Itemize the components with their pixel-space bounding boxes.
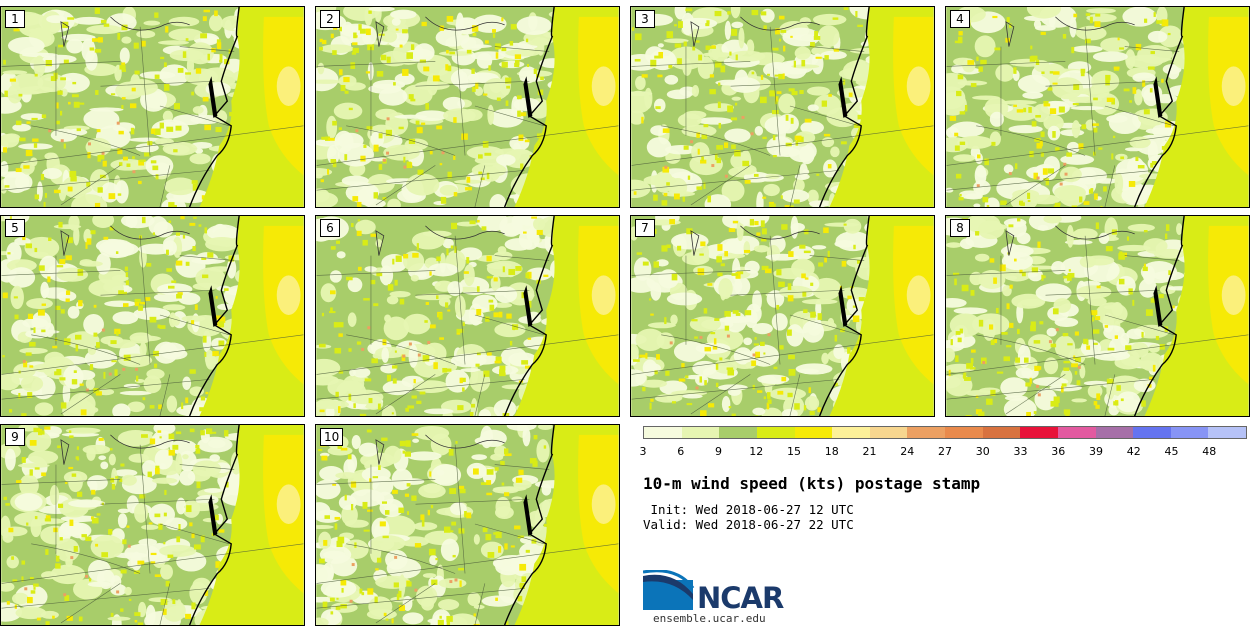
- member-map-9: 9: [0, 424, 305, 626]
- member-map-5: 5: [0, 215, 305, 417]
- wind-speed-map: [631, 7, 934, 207]
- colorbar-cell: [869, 427, 908, 438]
- member-label: 5: [5, 219, 25, 237]
- wind-speed-map: [1, 425, 304, 625]
- colorbar-tick-label: 24: [900, 445, 915, 458]
- colorbar-ticks: 3 6 9 12 15 18 21 24 27 30 33 36 39 42 45 48: [639, 445, 1247, 459]
- member-map-6: 6: [315, 215, 620, 417]
- colorbar-tick-label: 48: [1202, 445, 1217, 458]
- member-map-10: 10: [315, 424, 620, 626]
- colorbar-tick-label: 33: [1013, 445, 1028, 458]
- colorbar-cell: [1133, 427, 1171, 438]
- wind-speed-map: [946, 7, 1249, 207]
- wind-speed-map: [946, 216, 1249, 416]
- colorbar-cell: [1057, 427, 1096, 438]
- colorbar-cell: [1170, 427, 1209, 438]
- plot-title: 10-m wind speed (kts) postage stamp: [643, 474, 981, 493]
- colorbar-tick-label: 30: [975, 445, 990, 458]
- wind-speed-map: [316, 425, 619, 625]
- ncar-logo-icon: [643, 570, 695, 610]
- member-label: 4: [950, 10, 970, 28]
- colorbar-tick-label: 12: [749, 445, 764, 458]
- member-map-4: 4: [945, 6, 1250, 208]
- colorbar-tick-label: 6: [677, 445, 685, 458]
- wind-speed-map: [316, 216, 619, 416]
- colorbar-cell: [794, 427, 833, 438]
- member-label: 7: [635, 219, 655, 237]
- colorbar-tick-label: 42: [1126, 445, 1141, 458]
- member-label: 8: [950, 219, 970, 237]
- ncar-logo-text: NCAR: [697, 581, 784, 615]
- init-time: Init: Wed 2018-06-27 12 UTC: [643, 502, 854, 517]
- member-map-2: 2: [315, 6, 620, 208]
- colorbar-tick-label: 45: [1164, 445, 1179, 458]
- member-label: 6: [320, 219, 340, 237]
- wind-speed-map: [316, 7, 619, 207]
- colorbar-tick-label: 15: [787, 445, 801, 458]
- colorbar-tick-label: 18: [824, 445, 839, 458]
- colorbar: [643, 426, 1247, 439]
- colorbar-cell: [982, 427, 1021, 438]
- colorbar-cell: [719, 427, 757, 438]
- colorbar-tick-label: 21: [862, 445, 877, 458]
- colorbar-cell: [1020, 427, 1058, 438]
- member-map-3: 3: [630, 6, 935, 208]
- wind-speed-map: [631, 216, 934, 416]
- member-label: 9: [5, 428, 25, 446]
- member-map-7: 7: [630, 215, 935, 417]
- wind-speed-map: [1, 7, 304, 207]
- colorbar-cell: [756, 427, 795, 438]
- colorbar-cell: [907, 427, 945, 438]
- colorbar-cell: [832, 427, 870, 438]
- colorbar-tick-label: 9: [715, 445, 722, 458]
- member-label: 2: [320, 10, 340, 28]
- member-map-1: 1: [0, 6, 305, 208]
- colorbar-tick-label: 36: [1051, 445, 1066, 458]
- colorbar-cell: [681, 427, 720, 438]
- member-label: 3: [635, 10, 655, 28]
- colorbar-cell: [1208, 427, 1246, 438]
- member-label: 10: [320, 428, 344, 446]
- colorbar-tick-label: 3: [639, 445, 647, 458]
- colorbar-tick-label: 27: [938, 445, 952, 458]
- website-url: ensemble.ucar.edu: [653, 612, 766, 625]
- member-map-8: 8: [945, 215, 1250, 417]
- colorbar-cell: [1095, 427, 1134, 438]
- wind-speed-map: [1, 216, 304, 416]
- valid-time: Valid: Wed 2018-06-27 22 UTC: [643, 517, 854, 532]
- member-label: 1: [5, 10, 25, 28]
- colorbar-cell: [945, 427, 983, 438]
- colorbar-cell: [644, 427, 682, 438]
- colorbar-tick-label: 39: [1089, 445, 1103, 458]
